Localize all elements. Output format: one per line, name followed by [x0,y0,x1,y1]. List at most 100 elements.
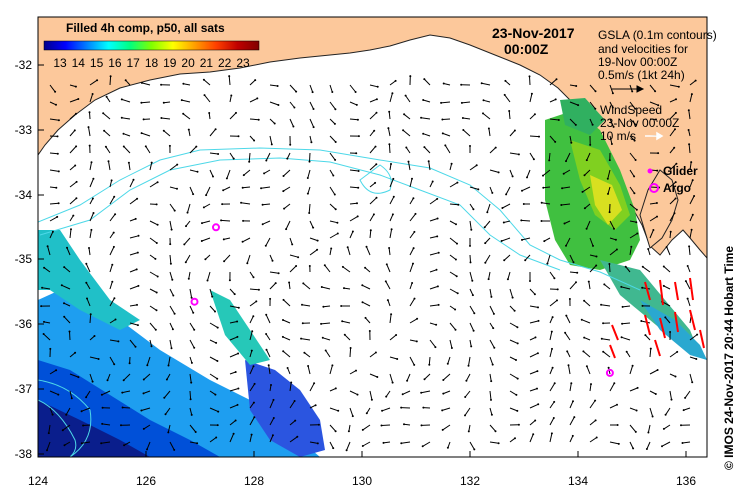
velocity-arrow-head [420,424,423,427]
velocity-arrow [109,180,113,188]
velocity-arrow [449,163,453,171]
velocity-arrow [49,186,57,189]
velocity-arrow [529,420,536,426]
velocity-arrow-head [356,202,358,205]
velocity-arrow [169,271,173,280]
velocity-arrow [229,112,237,120]
velocity-arrow-head [171,278,174,281]
velocity-arrow [322,337,331,341]
velocity-arrow-head [100,442,103,445]
velocity-arrow-head [413,363,416,366]
velocity-arrow [688,246,691,256]
velocity-arrow-head [690,161,693,164]
velocity-arrow-head [273,122,276,125]
velocity-arrow-head [591,123,594,126]
argo-float-marker[interactable] [212,223,220,232]
velocity-arrow-head [407,160,410,163]
velocity-arrow [549,98,556,103]
velocity-arrow-head [357,186,360,189]
velocity-arrow-head [688,245,691,248]
argo-float-marker[interactable] [605,368,614,377]
velocity-arrow-head [546,262,549,265]
velocity-arrow-head [695,358,698,360]
velocity-arrow-head [216,326,219,329]
velocity-arrow [689,179,694,188]
velocity-arrow-head [70,228,72,231]
velocity-arrow-head [242,219,245,222]
velocity-arrow [301,304,311,307]
velocity-arrow [589,237,594,247]
velocity-arrow [187,203,191,213]
velocity-arrow [489,305,495,315]
velocity-arrow [309,101,314,110]
velocity-arrow-head [124,79,127,82]
velocity-arrow [564,332,571,341]
velocity-arrow [263,169,271,174]
velocity-arrow-head [334,158,337,161]
velocity-arrow [502,203,511,209]
velocity-arrow [49,407,54,415]
velocity-arrow [209,437,217,443]
velocity-arrow-head [228,75,231,78]
velocity-arrow [329,233,339,239]
velocity-arrow [189,186,194,195]
velocity-arrow [689,195,695,205]
velocity-arrow-head [121,391,124,394]
velocity-arrow-head [356,393,359,396]
velocity-arrow-head [321,336,324,339]
velocity-arrow-head [310,141,313,144]
velocity-arrow-head [670,398,673,401]
velocity-arrow [449,237,458,244]
velocity-arrow [562,186,571,189]
velocity-arrow-head [281,335,284,338]
velocity-arrow-head [162,129,165,132]
velocity-arrow-head [376,376,379,378]
velocity-arrow [121,117,131,120]
velocity-arrow [243,169,251,176]
velocity-arrow-head [442,392,445,395]
velocity-arrow-head [634,107,637,110]
velocity-arrow [569,271,578,274]
argo-float-marker[interactable] [190,297,199,306]
velocity-arrow [589,420,596,426]
velocity-arrow [349,186,359,189]
velocity-arrow-head [55,369,58,372]
velocity-arrow [544,237,551,242]
lon-label: 126 [135,474,157,488]
velocity-arrow [389,163,392,171]
velocity-arrow [342,320,351,324]
velocity-arrow-head [313,382,316,385]
velocity-arrow-head [220,219,223,222]
velocity-arrow [428,356,431,365]
velocity-arrow-head [655,118,657,121]
velocity-arrow [509,373,518,380]
velocity-arrow [349,169,359,172]
velocity-arrow [389,229,393,239]
velocity-arrow [524,254,531,261]
velocity-arrow-head [40,305,43,308]
velocity-arrow [61,284,71,290]
velocity-arrow [569,135,572,143]
velocity-arrow-head [631,90,634,93]
velocity-arrow [63,316,71,324]
velocity-arrow [109,297,115,307]
velocity-arrow-head [423,78,426,81]
velocity-arrow [465,373,471,381]
velocity-arrow [141,101,151,104]
velocity-arrow-head [214,128,217,131]
velocity-arrow [669,163,677,171]
velocity-arrow-head [423,146,426,149]
velocity-arrow [405,95,411,103]
velocity-arrow [89,198,94,205]
velocity-arrow-head [137,234,140,237]
velocity-arrow [449,203,459,206]
velocity-arrow [688,110,691,120]
velocity-arrow-head [291,243,294,246]
velocity-arrow-head [662,427,665,430]
velocity-arrow [249,79,256,86]
velocity-arrow [469,441,475,450]
velocity-arrow [689,373,693,383]
velocity-arrow [167,424,171,433]
velocity-arrow [289,84,297,92]
velocity-arrow [69,331,71,341]
